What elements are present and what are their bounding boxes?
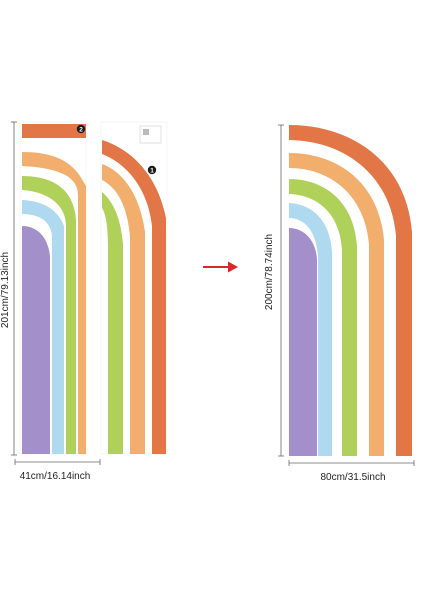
piece-number-1: 1: [150, 167, 154, 174]
sticker-sheet-2: 2: [19, 121, 87, 455]
sheet-1-green-stripe: [102, 192, 123, 454]
sheet-1-orange-stripe: [102, 164, 145, 454]
sheet-1-label-mark: [143, 129, 149, 135]
assembled-purple-fill: [289, 228, 317, 456]
sheet-2-green-stripe: [22, 176, 76, 454]
piece-number-badge-2: [76, 124, 86, 134]
assembled-green-arch: [289, 179, 357, 456]
right-height-dimension: 200cm/78.74inch: [264, 124, 284, 457]
sheet-1-red-stripe: [102, 140, 166, 454]
piece-number-2: 2: [79, 126, 83, 133]
sheet-2-red-stripe: [22, 124, 86, 138]
right-height-label: 200cm/78.74inch: [264, 234, 275, 310]
assembled-blue-arch: [289, 203, 332, 456]
left-panel: 2 1 201cm/79.13inch 41cm/16.14inch: [0, 121, 168, 482]
right-panel: 200cm/78.74inch 80cm/31.5inch: [264, 124, 415, 483]
sheet-2-blue-stripe: [22, 200, 64, 454]
sheet-2-orange-stripe: [22, 152, 86, 454]
sheet-2-purple-stripe: [22, 226, 50, 454]
left-width-dimension: 41cm/16.14inch: [14, 459, 101, 482]
left-height-label: 201cm/79.13inch: [0, 252, 11, 328]
right-width-label: 80cm/31.5inch: [320, 472, 385, 483]
assembled-orange-arch: [289, 153, 384, 456]
assembled-red-arch: [289, 125, 412, 456]
sticker-sheet-1: 1: [100, 121, 168, 455]
arrow-right-icon: [203, 261, 238, 273]
piece-number-badge-1: [147, 165, 157, 175]
right-width-dimension: 80cm/31.5inch: [288, 460, 415, 483]
left-width-label: 41cm/16.14inch: [20, 471, 91, 482]
left-height-dimension: 201cm/79.13inch: [0, 121, 17, 456]
